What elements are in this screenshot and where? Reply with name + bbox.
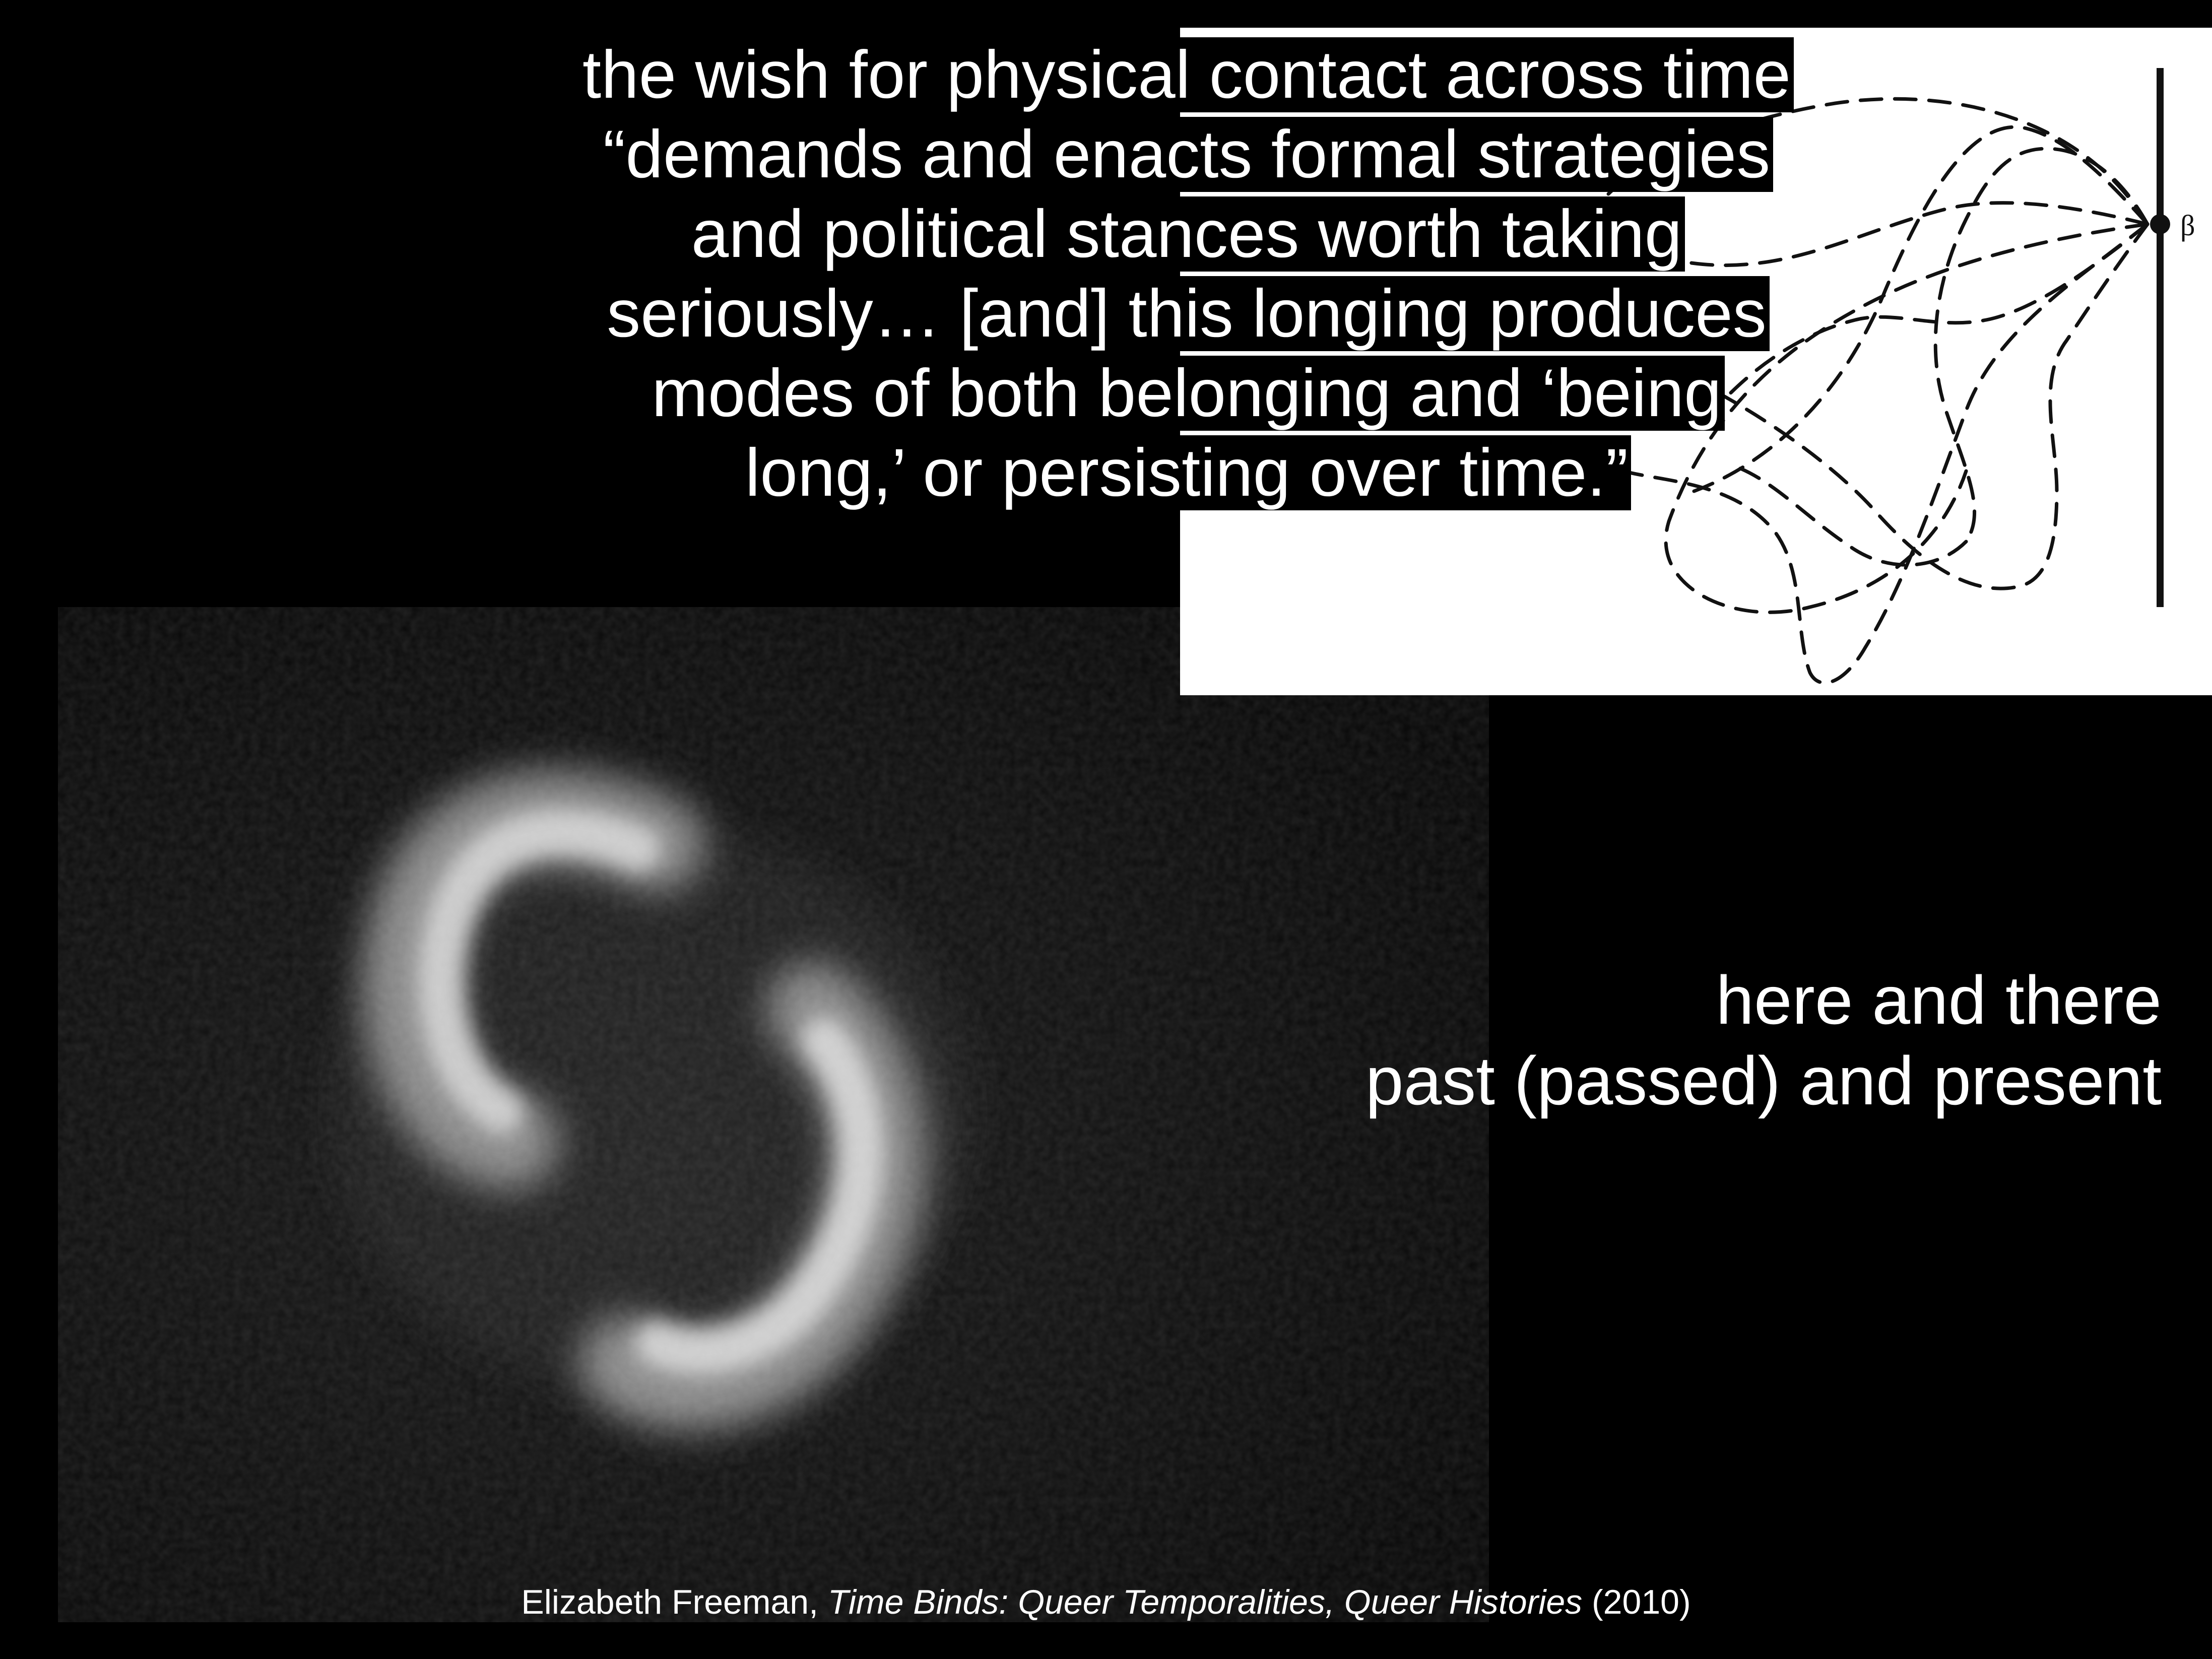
citation-title: Time Binds: Queer Temporalities, Queer H…: [827, 1583, 1583, 1621]
phrase-line-1: here and there: [1716, 962, 2162, 1038]
entanglement-photo: [58, 607, 1489, 1622]
quote-line: seriously… [and] this longing produces: [322, 274, 2051, 354]
quote-line: long,’ or persisting over time.”: [322, 433, 2051, 513]
here-and-there-phrase: here and there past (passed) and present: [1365, 960, 2162, 1121]
citation-author: Elizabeth Freeman,: [521, 1583, 828, 1621]
citation: Elizabeth Freeman, Time Binds: Queer Tem…: [0, 1582, 2212, 1622]
entanglement-glow-image: [58, 607, 1489, 1622]
quote-block: the wish for physical contact across tim…: [322, 35, 2051, 513]
quote-line: “demands and enacts formal strategies: [322, 115, 2051, 194]
quote-line: the wish for physical contact across tim…: [322, 35, 2051, 115]
quote-line: and political stances worth taking: [322, 194, 2051, 274]
dashed-paths-figure: β: [1596, 68, 2195, 685]
citation-year: (2010): [1582, 1583, 1691, 1621]
phrase-line-2: past (passed) and present: [1365, 1042, 2162, 1119]
diagram-point-label: β: [2180, 209, 2195, 242]
quote-line: modes of both belonging and ‘being: [322, 354, 2051, 433]
